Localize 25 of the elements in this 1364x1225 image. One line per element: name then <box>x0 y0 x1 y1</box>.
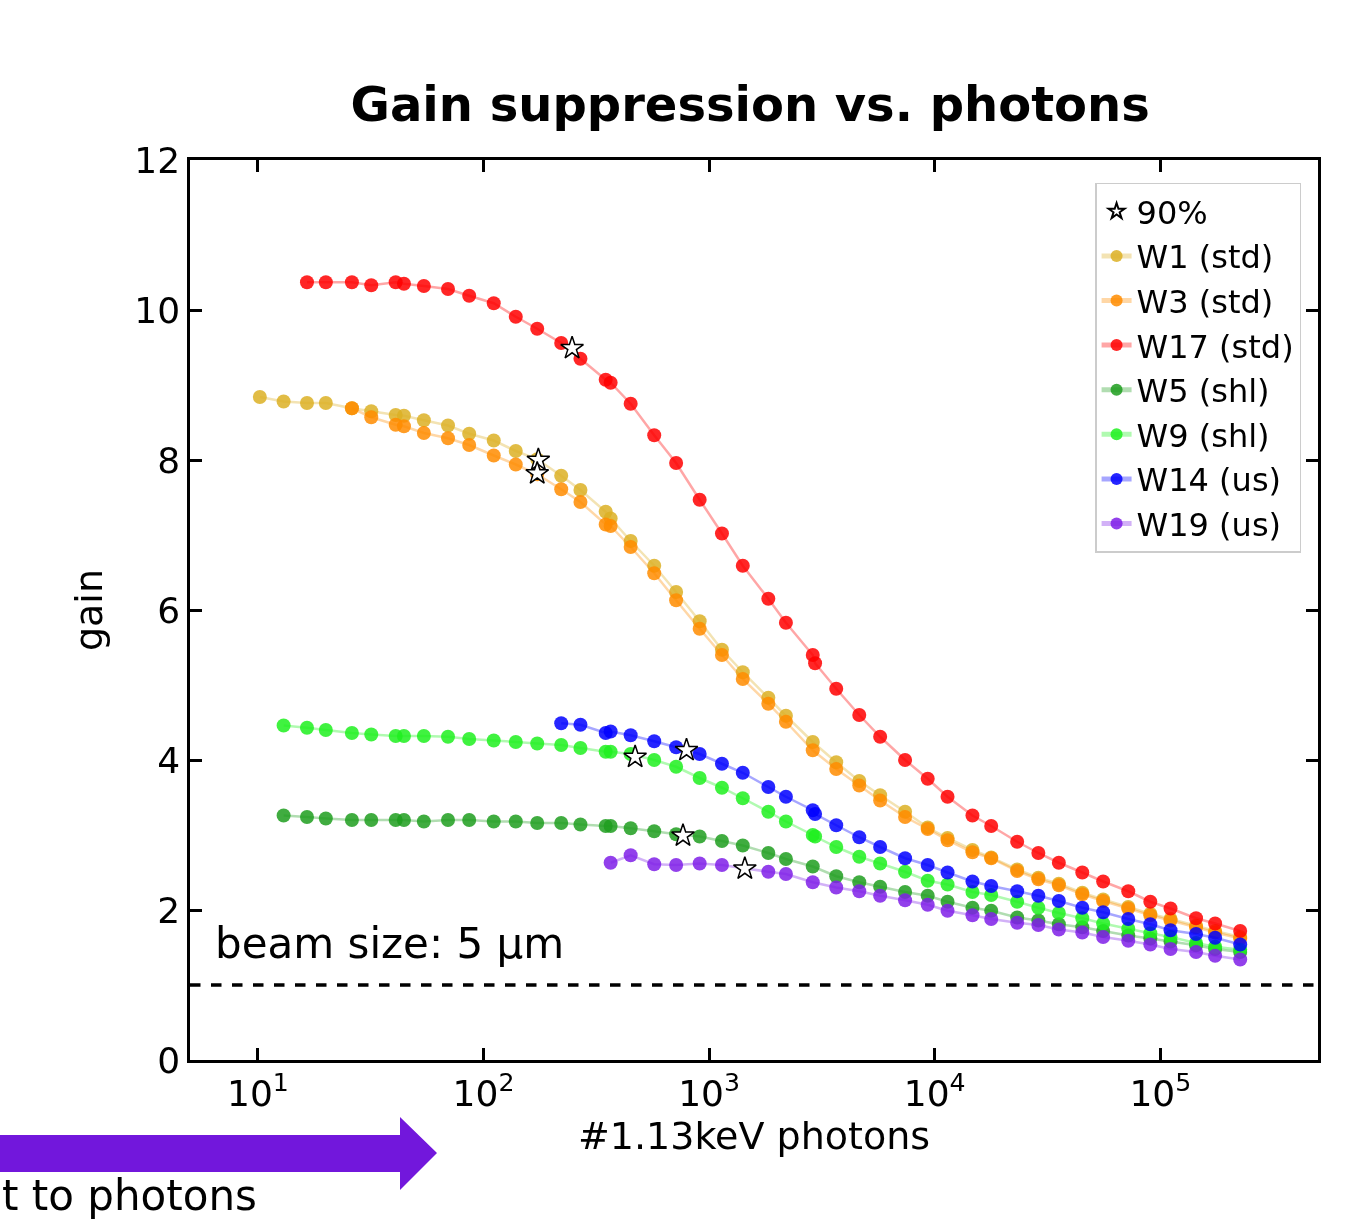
y-axis-title: gain <box>67 568 112 652</box>
text: t to photons <box>2 1171 257 1220</box>
y-tick-label: 8 <box>157 439 181 481</box>
y-tick-label: 4 <box>157 739 181 781</box>
y-tick-label: 0 <box>157 1039 181 1081</box>
legend-label: W1 (std) <box>1136 238 1274 277</box>
legend-label: W17 (std) <box>1136 327 1294 366</box>
x-tick-label: 10$^{3}$ <box>678 1067 741 1114</box>
y-tick-label: 12 <box>134 139 181 181</box>
legend-label: W14 (us) <box>1136 461 1282 500</box>
x-tick-label: 10$^{1}$ <box>226 1067 289 1114</box>
legend-label: W5 (shl) <box>1136 372 1270 411</box>
x-axis-title: #1.13keV photons <box>577 1114 931 1159</box>
y-tick-label: 6 <box>157 589 181 631</box>
y-tick-label: 2 <box>157 889 181 931</box>
legend-label: 90% <box>1136 193 1208 232</box>
chart-title: Gain suppression vs. photons <box>350 75 1150 132</box>
x-tick-label: 10$^{5}$ <box>1129 1067 1192 1114</box>
y-tick-label: 10 <box>134 289 181 331</box>
legend-label: W19 (us) <box>1136 505 1282 544</box>
x-tick-label: 10$^{2}$ <box>452 1067 515 1114</box>
annotation: beam size: 5 μm <box>215 919 565 968</box>
x-tick-label: 10$^{4}$ <box>903 1067 966 1114</box>
legend-label: W3 (std) <box>1136 282 1274 321</box>
legend-label: W9 (shl) <box>1136 416 1270 455</box>
